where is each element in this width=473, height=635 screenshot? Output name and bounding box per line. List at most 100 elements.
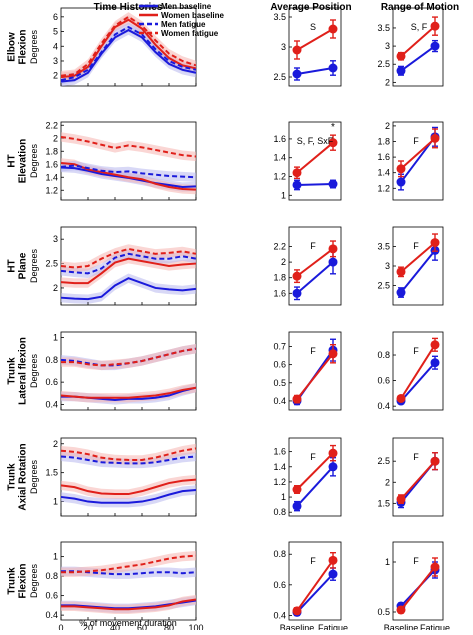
series-line [60, 18, 197, 79]
data-point [430, 358, 440, 368]
series-line [400, 45, 436, 72]
y-axis-label-3: Degrees [29, 353, 39, 388]
y-tick-label: 0.4 [45, 610, 58, 620]
y-tick-label: 0.8 [45, 355, 58, 365]
y-tick-label: 1 [53, 333, 58, 343]
series-line [60, 277, 197, 301]
y-axis-label: Degrees [29, 29, 39, 64]
y-axis-label-0: Degrees [29, 29, 39, 64]
y-tick-label: 3 [385, 41, 390, 51]
row-label-5: Trunk Flexion [7, 563, 29, 598]
significance-annotation: F [310, 346, 316, 356]
error-band [61, 244, 196, 273]
panel-average-position-5: 0.4 0.6 0.8 F Baseline Fatigue [273, 541, 348, 633]
data-point [396, 66, 406, 76]
error-band [61, 594, 196, 614]
significance-annotation: F [413, 136, 419, 146]
series-line [61, 347, 197, 367]
y-tick-label: 1 [281, 190, 286, 200]
y-tick-label: 3 [53, 56, 58, 66]
panel-time-histories-1: 1.2 1.4 1.6 1.8 2 2.2 [45, 120, 197, 201]
y-tick-label: 2.5 [45, 259, 58, 269]
data-point [292, 168, 302, 178]
series-line [60, 161, 197, 191]
panel-range-of-motion-2: 2.5 3 3.5 F [377, 226, 444, 306]
row-label-3: Trunk Lateral flexion [7, 337, 29, 405]
data-point [328, 24, 338, 34]
column-title-2: Range of Motion [381, 2, 459, 13]
panel-range-of-motion-3: 0.4 0.6 0.8 F [377, 331, 444, 411]
y-tick-label: 0.6 [377, 376, 390, 386]
series-line [60, 15, 197, 77]
significance-annotation: F [413, 241, 419, 251]
y-tick-label: 2.5 [377, 281, 390, 291]
x-tick-label: Fatigue [420, 623, 450, 630]
significance-annotation: F [310, 241, 316, 251]
legend-label: Men fatigue [161, 20, 206, 29]
series-line [400, 25, 436, 57]
panel-frame [60, 7, 197, 87]
data-point [328, 179, 338, 189]
y-tick-label: 4 [53, 41, 58, 51]
panel-average-position-3: 0.4 0.5 0.6 0.7 F [273, 331, 342, 411]
y-tick-label: 2 [53, 133, 58, 143]
data-point [328, 569, 338, 579]
series-line [60, 478, 197, 496]
panel-range-of-motion-5: 0.5 1 F Baseline Fatigue [377, 541, 450, 633]
panel-frame [392, 541, 444, 621]
data-point [328, 244, 338, 254]
y-tick-label: 1.2 [45, 185, 58, 195]
significance-annotation: F [413, 556, 419, 566]
significance-annotation: S, F, SxF [297, 136, 334, 146]
row-label-line: Axial Rotation [18, 443, 29, 510]
significance-annotation: S, F [411, 22, 428, 32]
y-axis-label: Degrees [29, 143, 39, 178]
y-axis-label-1: Degrees [29, 143, 39, 178]
y-tick-label: 2 [281, 257, 286, 267]
data-point [396, 51, 406, 61]
panel-average-position-2: 1.6 1.8 2 2.2 F [273, 226, 342, 306]
panel-time-histories-4: 11.52 [45, 437, 197, 517]
significance-annotation: F [310, 452, 316, 462]
error-band [61, 344, 196, 371]
y-tick-label: 2 [385, 77, 390, 87]
data-point [292, 180, 302, 190]
panel-frame [288, 226, 342, 306]
x-tick-label: 80 [164, 623, 174, 630]
series-line [296, 183, 334, 186]
y-tick-label: 0.4 [45, 399, 58, 409]
data-point [328, 138, 338, 148]
series-line [296, 452, 334, 491]
y-tick-label: 2 [53, 439, 58, 449]
y-tick-label: 0.6 [45, 377, 58, 387]
y-tick-label: 0.7 [273, 342, 286, 352]
y-axis-label: Degrees [29, 563, 39, 598]
y-tick-label: 1 [53, 497, 58, 507]
row-label-line: Elbow [7, 32, 18, 62]
panel-frame [60, 541, 197, 621]
y-tick-label: 0.4 [273, 610, 286, 620]
series-line [400, 460, 436, 500]
series-line [296, 353, 334, 400]
row-label-line: Plane [18, 252, 29, 279]
data-point [328, 462, 338, 472]
x-tick-label: 20 [83, 623, 93, 630]
row-label-4: Trunk Axial Rotation [7, 443, 29, 510]
y-tick-label: 6 [53, 12, 58, 22]
error-band [61, 273, 196, 304]
y-tick-label: 1 [53, 552, 58, 562]
x-axis-label: % of movement duration [79, 618, 177, 628]
data-point [396, 605, 406, 615]
y-tick-label: 0.5 [273, 378, 286, 388]
significance-annotation: F [413, 452, 419, 462]
data-point [292, 606, 302, 616]
series-line [60, 489, 197, 504]
y-tick-label: 3.5 [377, 23, 390, 33]
series-line [61, 598, 197, 611]
y-tick-label: 1.4 [377, 168, 390, 178]
panel-range-of-motion-0: 2 2.5 3 3.5 S, F [377, 7, 444, 87]
significance-annotation: F [413, 346, 419, 356]
row-label-line: Flexion [18, 563, 29, 598]
